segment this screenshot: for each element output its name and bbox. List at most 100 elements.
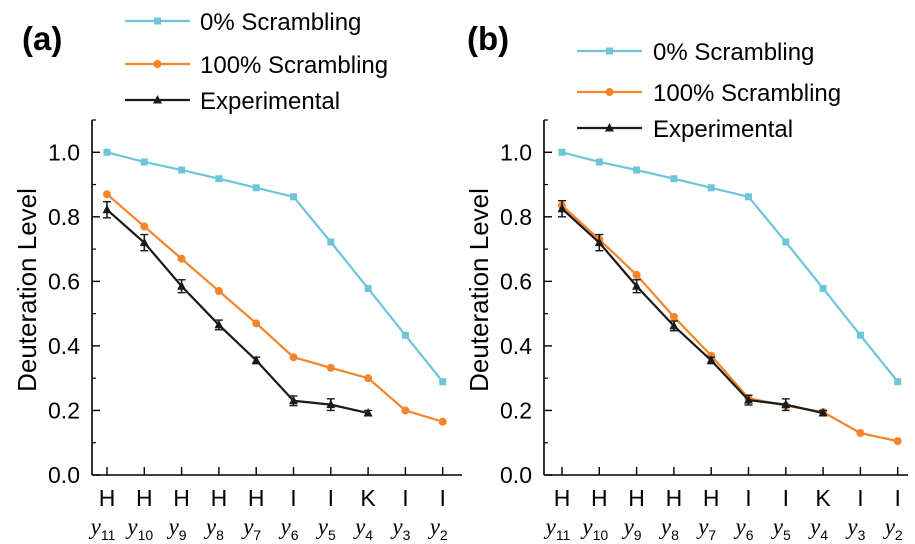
series-line	[106, 193, 444, 423]
legend-entry: 0% Scrambling	[577, 39, 814, 66]
data-point-circle	[289, 353, 298, 362]
data-point-square	[707, 184, 715, 192]
y-tick-label: 0.0	[500, 462, 532, 488]
legend-marker-square	[154, 17, 161, 25]
x-tick-label-ion: y7	[241, 514, 261, 543]
data-point-triangle	[557, 203, 567, 213]
series-experimental	[102, 200, 373, 417]
x-tick-label-residue: I	[440, 485, 446, 511]
x-tick-label-subscript: 11	[556, 527, 571, 543]
data-point-square	[856, 331, 864, 339]
x-tick-label-ion: y8	[659, 514, 679, 543]
legend-label: 100% Scrambling	[200, 52, 388, 79]
data-point-square	[178, 166, 186, 174]
x-tick-label-ion: y11	[544, 514, 571, 543]
x-tick-label-ion: y7	[696, 514, 716, 543]
series-line	[561, 204, 898, 443]
x-tick-label-subscript: 4	[365, 527, 373, 543]
data-point-square	[290, 193, 297, 201]
series-line	[561, 207, 824, 415]
y-tick-label: 0.4	[500, 333, 532, 359]
x-tick-label-residue: I	[402, 485, 408, 511]
x-tick-label-residue: I	[290, 485, 296, 511]
x-tick-label-ion: y5	[771, 514, 791, 543]
data-point-triangle	[669, 320, 679, 330]
x-tick-label-subscript: 9	[179, 527, 187, 543]
x-tick-label-residue: I	[328, 485, 334, 511]
x-tick-label-residue: K	[815, 485, 831, 511]
legend-marker-circle	[605, 88, 614, 96]
y-axis-label: Deuteration Level	[12, 188, 42, 392]
x-tick-label-subscript: 4	[820, 527, 828, 543]
x-tick-label-subscript: 8	[216, 527, 224, 543]
data-point-circle	[438, 417, 447, 426]
data-point-square	[558, 148, 566, 156]
panel-label: (a)	[22, 20, 62, 57]
series-0-scrambling	[103, 148, 447, 386]
data-point-triangle	[594, 237, 604, 247]
data-point-circle	[401, 406, 410, 415]
data-point-circle	[364, 374, 373, 383]
data-point-square	[215, 175, 223, 183]
x-tick-label-subscript: 5	[783, 527, 791, 543]
data-point-square	[894, 378, 902, 386]
data-point-triangle	[326, 399, 336, 409]
x-tick-label-residue: H	[591, 485, 608, 511]
data-point-square	[439, 378, 447, 386]
legend-marker-square	[606, 47, 613, 55]
legend-entry: 100% Scrambling	[577, 80, 841, 107]
x-tick-label-subscript: 10	[138, 527, 154, 543]
legend-label: Experimental	[653, 116, 793, 143]
data-point-circle	[252, 319, 261, 328]
series-0-scrambling	[558, 148, 902, 386]
y-tick-label: 1.0	[500, 139, 532, 165]
x-tick-label-residue: H	[628, 485, 645, 511]
data-point-circle	[326, 363, 335, 372]
data-point-square	[364, 284, 372, 292]
x-tick-label-subscript: 6	[291, 527, 299, 543]
data-point-square	[140, 158, 148, 166]
series-line	[106, 151, 444, 383]
x-tick-label-subscript: 9	[634, 527, 642, 543]
legend-entry: 100% Scrambling	[125, 52, 388, 79]
series-experimental	[557, 199, 828, 417]
series-100-scrambling	[103, 190, 447, 426]
x-tick-label-ion: y4	[353, 514, 373, 543]
y-tick-label: 0.0	[48, 462, 80, 488]
data-point-circle	[632, 270, 641, 279]
legend-entry: 0% Scrambling	[125, 9, 361, 36]
y-tick-label: 0.8	[500, 204, 532, 230]
legend-entry: Experimental	[577, 116, 793, 143]
data-point-triangle	[632, 281, 642, 290]
data-point-square	[401, 331, 409, 339]
x-tick-label-residue: I	[895, 485, 901, 511]
x-tick-label-subscript: 7	[708, 527, 716, 543]
data-point-triangle	[251, 355, 261, 364]
x-tick-label-residue: K	[360, 485, 376, 511]
x-tick-label-ion: y9	[622, 514, 642, 543]
legend-label: 0% Scrambling	[653, 39, 814, 66]
x-tick-label-subscript: 3	[858, 527, 866, 543]
data-point-triangle	[744, 395, 753, 404]
y-tick-label: 0.2	[48, 397, 80, 423]
x-tick-label-subscript: 2	[895, 527, 903, 543]
y-tick-label: 0.6	[48, 268, 80, 294]
x-tick-label-residue: H	[703, 485, 720, 511]
data-point-square	[670, 175, 678, 183]
x-tick-label-ion: y9	[167, 514, 187, 543]
data-point-circle	[140, 222, 149, 231]
data-point-triangle	[139, 237, 149, 247]
x-tick-label-subscript: 8	[671, 527, 679, 543]
data-point-square	[252, 184, 260, 192]
x-tick-label-ion: y5	[316, 514, 336, 543]
x-tick-label-residue: H	[666, 485, 683, 511]
data-point-square	[327, 238, 335, 246]
data-point-triangle	[818, 408, 828, 417]
data-point-circle	[103, 190, 111, 199]
x-tick-label-residue: H	[173, 485, 190, 511]
x-tick-label-residue: I	[857, 485, 863, 511]
data-point-triangle	[102, 204, 112, 214]
y-tick-label: 0.8	[48, 204, 80, 230]
legend-label: 0% Scrambling	[200, 9, 361, 36]
